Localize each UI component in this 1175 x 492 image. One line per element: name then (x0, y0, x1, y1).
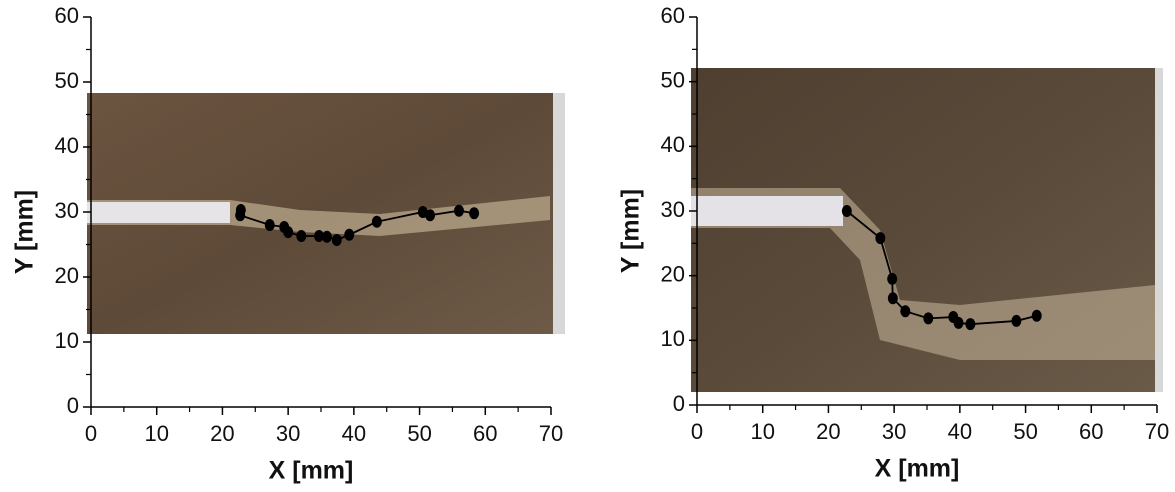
y-tick-label: 50 (55, 68, 79, 93)
data-point (887, 292, 898, 305)
y-tick-label: 40 (55, 133, 79, 158)
y-tick-label: 60 (55, 3, 79, 28)
x-tick-label: 50 (407, 421, 431, 446)
data-point (1031, 309, 1042, 322)
y-tick-label: 0 (67, 393, 79, 418)
data-point (900, 305, 911, 318)
y-tick-label: 20 (55, 263, 79, 288)
y-axis-title: Y [mm] (11, 190, 39, 274)
x-tick-label: 60 (473, 421, 497, 446)
y-tick-label: 30 (661, 197, 685, 222)
y-tick-label: 40 (661, 132, 685, 157)
x-tick-label: 50 (1013, 419, 1037, 444)
y-axis-title: Y [mm] (617, 189, 645, 273)
x-tick-label: 70 (539, 421, 563, 446)
x-tick-label: 30 (276, 421, 300, 446)
data-point (321, 230, 332, 243)
x-tick-label: 30 (882, 419, 906, 444)
data-point (841, 205, 852, 217)
data-point (314, 230, 325, 243)
y-tick-label: 20 (661, 261, 685, 286)
data-point (454, 204, 464, 217)
data-point (344, 228, 355, 241)
x-tick-label: 10 (750, 419, 774, 444)
x-tick-label: 20 (210, 421, 234, 446)
data-point (331, 233, 342, 246)
x-axis-title: X [mm] (875, 455, 960, 483)
y-tick-label: 60 (661, 3, 685, 28)
x-tick-label: 0 (85, 421, 97, 446)
data-point (264, 219, 275, 231)
data-point (1011, 314, 1022, 327)
y-tick-label: 50 (661, 67, 685, 92)
data-point (283, 226, 294, 239)
x-tick-label: 40 (342, 421, 366, 446)
x-tick-label: 0 (691, 419, 703, 444)
data-point (235, 209, 246, 222)
data-point (469, 207, 480, 220)
y-tick-label: 30 (55, 198, 79, 223)
specimen-photo (87, 93, 565, 334)
data-point (953, 316, 964, 329)
x-tick-label: 20 (816, 419, 840, 444)
y-tick-label: 10 (55, 328, 79, 353)
specimen-photo (691, 68, 1163, 392)
x-axis-title: X [mm] (269, 457, 354, 485)
y-tick-label: 0 (673, 391, 685, 416)
data-point (965, 318, 976, 331)
x-tick-label: 60 (1079, 419, 1103, 444)
y-tick-label: 10 (661, 326, 685, 351)
data-point (923, 312, 934, 325)
x-tick-label: 10 (144, 421, 168, 446)
data-point (887, 272, 898, 285)
x-tick-label: 40 (948, 419, 972, 444)
x-tick-label: 70 (1145, 419, 1169, 444)
data-point (875, 232, 886, 245)
data-point (296, 230, 307, 243)
data-point (425, 209, 436, 222)
data-point (371, 215, 382, 228)
